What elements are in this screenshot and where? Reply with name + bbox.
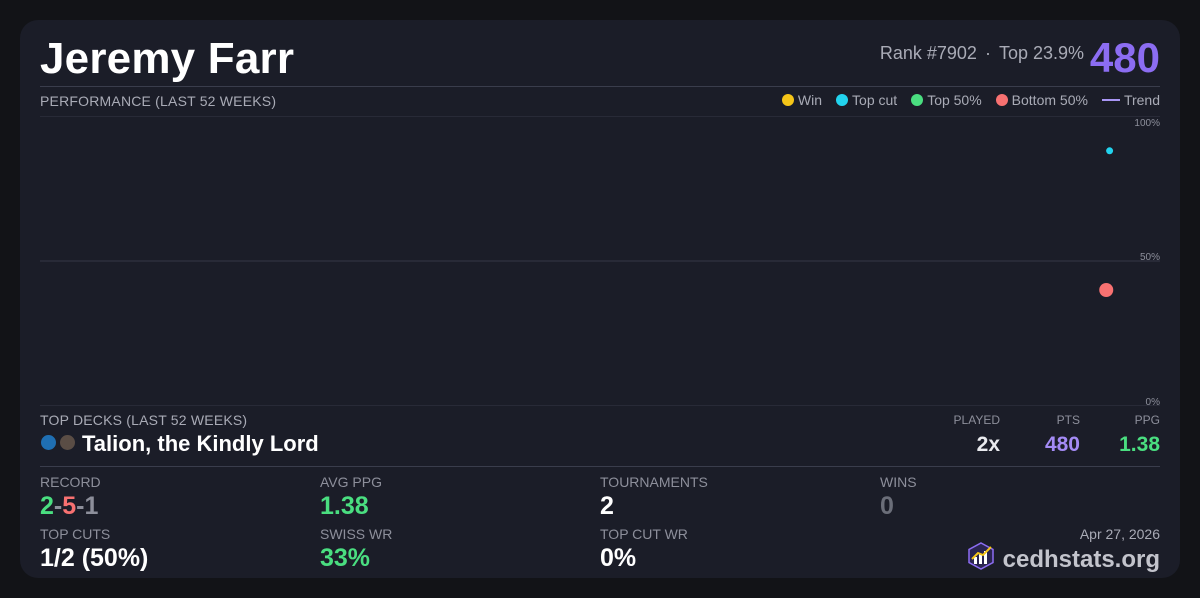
rank-line: Rank #7902 · Top 23.9% bbox=[880, 43, 1084, 64]
top-cut-wr-value: 0% bbox=[600, 544, 637, 572]
record-wins: 2 bbox=[40, 492, 54, 520]
record-sep-2: - bbox=[76, 492, 85, 520]
player-card: Jeremy Farr Rank #7902 · Top 23.9% 480 PER… bbox=[20, 20, 1180, 578]
report-date: Apr 27, 2026 bbox=[1079, 526, 1160, 542]
brand-link[interactable]: cedhstats.org bbox=[967, 542, 1160, 577]
legend-item-win: Win bbox=[781, 92, 823, 108]
deck-ppg: 1.38 bbox=[1119, 433, 1160, 456]
player-name: Jeremy Farr bbox=[40, 34, 295, 83]
legend-swatch-top-50 bbox=[911, 94, 924, 106]
legend-label-bottom-50: Bottom 50% bbox=[1011, 92, 1088, 108]
deck-pts: 480 bbox=[1044, 433, 1080, 456]
wins-value: 0 bbox=[880, 492, 894, 520]
chart-legend: Win Top cut Top 50% Bottom 50% Trend bbox=[781, 92, 1160, 108]
brand-text: cedhstats.org bbox=[1002, 545, 1160, 573]
decks-divider bbox=[40, 466, 1160, 467]
legend-label-top-50: Top 50% bbox=[927, 92, 982, 108]
legend-label-top-cut: Top cut bbox=[852, 92, 898, 108]
deck-played: 2x bbox=[976, 433, 1000, 456]
record-draws: 1 bbox=[84, 492, 99, 520]
legend-swatch-trend bbox=[1101, 99, 1120, 101]
legend-swatch-top-cut bbox=[836, 94, 849, 106]
legend-swatch-bottom-50 bbox=[995, 94, 1008, 106]
data-point-top-cut[interactable] bbox=[1106, 147, 1114, 155]
y-tick-label: 100% bbox=[1134, 118, 1160, 129]
swiss-wr-value: 33% bbox=[320, 544, 371, 572]
record-losses: 5 bbox=[62, 492, 77, 520]
col-header-played: PLAYED bbox=[953, 413, 1000, 427]
header-divider bbox=[40, 86, 1160, 87]
record-label: RECORD bbox=[40, 474, 101, 490]
color-pip-blue bbox=[41, 435, 56, 450]
tournaments-label: TOURNAMENTS bbox=[600, 474, 708, 490]
legend-label-win: Win bbox=[797, 92, 823, 108]
avg-ppg-value: 1.38 bbox=[320, 492, 369, 520]
top-cuts-label: TOP CUTS bbox=[40, 526, 111, 542]
performance-label: PERFORMANCE (LAST 52 WEEKS) bbox=[40, 93, 277, 109]
swiss-wr-label: SWISS WR bbox=[320, 526, 393, 542]
rank-separator: · bbox=[984, 43, 991, 63]
legend-item-bottom-50: Bottom 50% bbox=[995, 92, 1088, 108]
data-point-bottom-50-[interactable] bbox=[1099, 283, 1114, 297]
record-value: 2-5-1 bbox=[40, 492, 98, 521]
performance-chart: 100% 50% 0% bbox=[40, 116, 1160, 406]
top-cuts-value: 1/2 (50%) bbox=[40, 544, 149, 572]
rank-text: Rank #7902 bbox=[879, 43, 977, 63]
legend-label-trend: Trend bbox=[1123, 92, 1160, 108]
avg-ppg-label: AVG PPG bbox=[320, 474, 382, 490]
chart-logo-icon bbox=[967, 542, 995, 577]
top-cut-wr-label: TOP CUT WR bbox=[600, 526, 688, 542]
color-pip-colorless bbox=[60, 435, 75, 450]
tournaments-value: 2 bbox=[600, 492, 614, 520]
legend-swatch-win bbox=[781, 94, 794, 106]
deck-name[interactable]: Talion, the Kindly Lord bbox=[82, 431, 319, 456]
col-header-pts: PTS bbox=[1056, 413, 1080, 427]
top-percent: Top 23.9% bbox=[998, 43, 1084, 63]
top-decks-label: TOP DECKS (LAST 52 WEEKS) bbox=[40, 412, 248, 428]
wins-label: WINS bbox=[880, 474, 917, 490]
legend-item-top-cut: Top cut bbox=[836, 92, 897, 108]
legend-item-trend: Trend bbox=[1101, 92, 1160, 108]
record-sep-1: - bbox=[53, 492, 63, 520]
legend-item-top-50: Top 50% bbox=[911, 92, 982, 108]
col-header-ppg: PPG bbox=[1134, 413, 1160, 427]
y-tick-label: 50% bbox=[1140, 252, 1160, 263]
y-tick-label: 0% bbox=[1146, 397, 1160, 406]
player-score: 480 bbox=[1089, 34, 1160, 81]
